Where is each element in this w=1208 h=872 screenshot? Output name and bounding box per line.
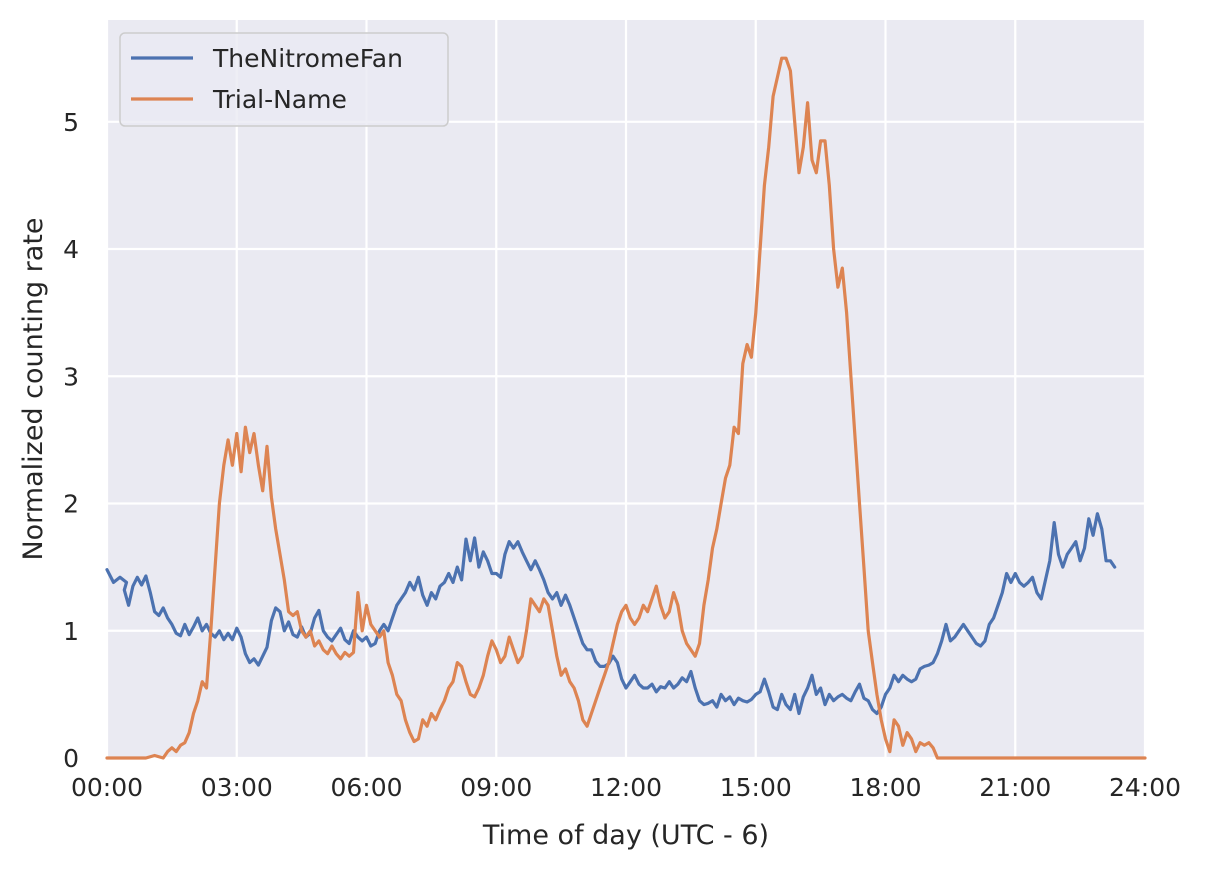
y-tick-label: 2	[63, 490, 79, 519]
x-tick-label: 03:00	[201, 773, 273, 802]
x-axis-label: Time of day (UTC - 6)	[482, 820, 769, 851]
x-tick-label: 24:00	[1109, 773, 1181, 802]
series-line-trial-name	[105, 56, 1147, 760]
series-lines	[105, 56, 1147, 760]
y-axis-label: Normalized counting rate	[18, 217, 49, 560]
y-tick-label: 3	[63, 362, 79, 391]
y-tick-label: 5	[63, 108, 79, 137]
y-tick-label: 1	[63, 617, 79, 646]
y-axis-ticks: 0 1 2 3 4 5	[63, 108, 79, 773]
legend: TheNitromeFan Trial-Name	[119, 32, 449, 127]
x-tick-label: 21:00	[979, 773, 1051, 802]
legend-label-thenitromefan: TheNitromeFan	[212, 44, 403, 73]
x-tick-label: 18:00	[849, 773, 921, 802]
y-tick-label: 0	[63, 744, 79, 773]
x-axis-ticks: 00:00 03:00 06:00 09:00 12:00 15:00 18:00 21:00…	[71, 773, 1181, 802]
x-tick-label: 00:00	[71, 773, 143, 802]
legend-box	[119, 32, 449, 127]
y-tick-label: 4	[63, 235, 79, 264]
x-tick-label: 09:00	[460, 773, 532, 802]
x-tick-label: 12:00	[590, 773, 662, 802]
x-tick-label: 06:00	[330, 773, 402, 802]
x-tick-label: 15:00	[720, 773, 792, 802]
legend-label-trial-name: Trial-Name	[212, 85, 347, 114]
